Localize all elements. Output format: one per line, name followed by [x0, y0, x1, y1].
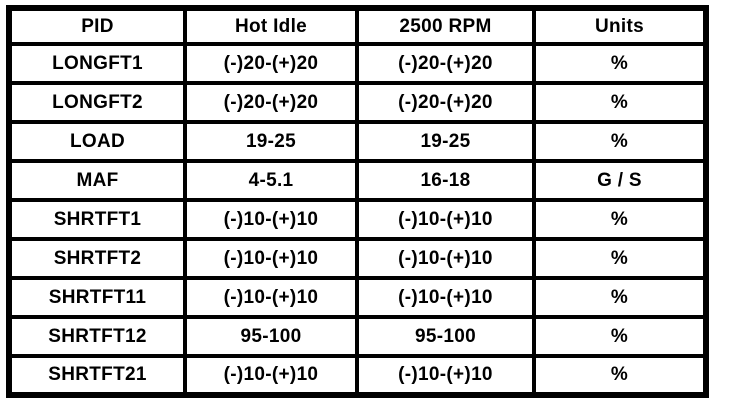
- table-row: LONGFT2 (-)20-(+)20 (-)20-(+)20 %: [7, 81, 708, 124]
- header-row: PID Hot Idle 2500 RPM Units: [7, 6, 708, 46]
- pid-cell: SHRTFT21: [7, 354, 187, 397]
- pid-cell: MAF: [7, 159, 187, 202]
- table-row: SHRTFT21 (-)10-(+)10 (-)10-(+)10 %: [7, 354, 708, 397]
- units-cell: G / S: [532, 159, 708, 202]
- column-header-hot-idle: Hot Idle: [183, 6, 359, 46]
- hot-idle-cell: (-)20-(+)20: [183, 81, 359, 124]
- table-row: LONGFT1 (-)20-(+)20 (-)20-(+)20 %: [7, 42, 708, 85]
- table-row: SHRTFT2 (-)10-(+)10 (-)10-(+)10 %: [7, 237, 708, 280]
- hot-idle-cell: (-)10-(+)10: [183, 276, 359, 319]
- units-cell: %: [532, 198, 708, 241]
- hot-idle-cell: (-)10-(+)10: [183, 237, 359, 280]
- units-cell: %: [532, 81, 708, 124]
- hot-idle-cell: (-)20-(+)20: [183, 42, 359, 85]
- rpm-2500-cell: (-)10-(+)10: [355, 354, 536, 397]
- hot-idle-cell: 19-25: [183, 120, 359, 163]
- pid-cell: LONGFT2: [7, 81, 187, 124]
- pid-cell: SHRTFT12: [7, 315, 187, 358]
- rpm-2500-cell: (-)20-(+)20: [355, 81, 536, 124]
- table-body: LONGFT1 (-)20-(+)20 (-)20-(+)20 % LONGFT…: [7, 42, 708, 397]
- table-row: SHRTFT12 95-100 95-100 %: [7, 315, 708, 358]
- rpm-2500-cell: (-)10-(+)10: [355, 198, 536, 241]
- rpm-2500-cell: (-)10-(+)10: [355, 276, 536, 319]
- rpm-2500-cell: 95-100: [355, 315, 536, 358]
- pid-cell: SHRTFT2: [7, 237, 187, 280]
- pid-cell: SHRTFT1: [7, 198, 187, 241]
- pid-cell: LONGFT1: [7, 42, 187, 85]
- rpm-2500-cell: (-)20-(+)20: [355, 42, 536, 85]
- pid-cell: SHRTFT11: [7, 276, 187, 319]
- table-header: PID Hot Idle 2500 RPM Units: [7, 6, 708, 46]
- column-header-2500-rpm: 2500 RPM: [355, 6, 536, 46]
- rpm-2500-cell: 16-18: [355, 159, 536, 202]
- table-row: SHRTFT1 (-)10-(+)10 (-)10-(+)10 %: [7, 198, 708, 241]
- hot-idle-cell: (-)10-(+)10: [183, 354, 359, 397]
- units-cell: %: [532, 276, 708, 319]
- rpm-2500-cell: 19-25: [355, 120, 536, 163]
- column-header-units: Units: [532, 6, 708, 46]
- pid-reference-table: PID Hot Idle 2500 RPM Units LONGFT1 (-)2…: [6, 5, 709, 398]
- table-row: LOAD 19-25 19-25 %: [7, 120, 708, 163]
- hot-idle-cell: 4-5.1: [183, 159, 359, 202]
- table-row: MAF 4-5.1 16-18 G / S: [7, 159, 708, 202]
- units-cell: %: [532, 354, 708, 397]
- units-cell: %: [532, 120, 708, 163]
- units-cell: %: [532, 237, 708, 280]
- column-header-pid: PID: [7, 6, 187, 46]
- units-cell: %: [532, 42, 708, 85]
- rpm-2500-cell: (-)10-(+)10: [355, 237, 536, 280]
- pid-cell: LOAD: [7, 120, 187, 163]
- hot-idle-cell: (-)10-(+)10: [183, 198, 359, 241]
- table-row: SHRTFT11 (-)10-(+)10 (-)10-(+)10 %: [7, 276, 708, 319]
- units-cell: %: [532, 315, 708, 358]
- hot-idle-cell: 95-100: [183, 315, 359, 358]
